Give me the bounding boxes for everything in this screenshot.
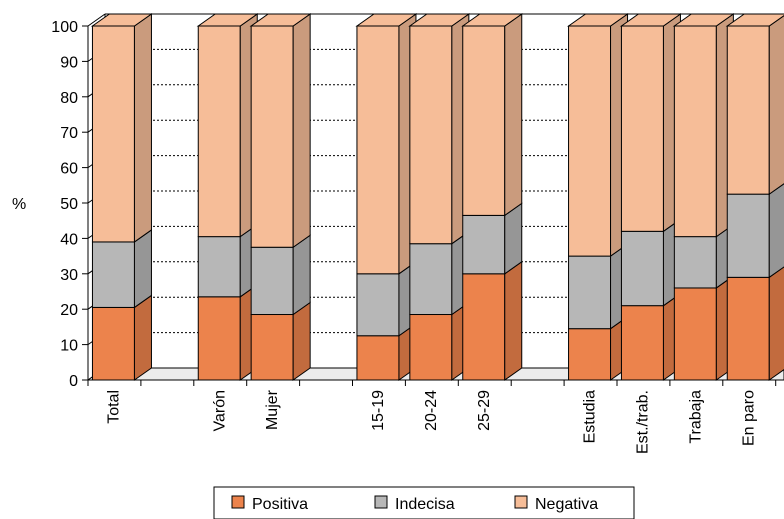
bar-side-mujer-indecisa (292, 234, 311, 316)
y-tick-label: 70 (60, 125, 78, 142)
x-tick-label-25-29: 25-29 (476, 390, 493, 431)
bar-side-mujer-negativa (292, 13, 311, 249)
x-tick-labels: Total Varón Mujer 15-19 20-24 25-29 Estudia Est… (105, 389, 757, 454)
legend-swatch-negativa (514, 495, 528, 509)
bar-15-19-negativa (356, 25, 400, 275)
y-tick-label: 50 (60, 196, 78, 213)
bar-top-mujer (249, 13, 312, 27)
x-tick-label-mujer: Mujer (264, 389, 281, 430)
x-tick-label-est-trab: Est./trab. (634, 390, 651, 454)
bars (90, 13, 784, 381)
bar-top-15-19 (355, 13, 418, 27)
y-tick-label: 10 (60, 338, 78, 355)
y-tick-label: 80 (60, 90, 78, 107)
x-tick-label-var-n: Varón (211, 390, 228, 432)
bar-top-est-trab (619, 13, 683, 27)
bar-estudia-indecisa (568, 255, 612, 330)
y-tick-label: 40 (60, 231, 78, 248)
bar-side-en-paro-negativa (768, 14, 784, 196)
x-tick-label-total: Total (105, 390, 122, 424)
bar-side-total-positiva (133, 294, 152, 381)
bar-top-20-24 (408, 13, 471, 27)
bar-top-estudia (566, 13, 630, 27)
legend: Positiva Indecisa Negativa (213, 486, 635, 519)
bar-var-n-negativa (197, 25, 241, 238)
bar-est-trab-positiva (620, 305, 664, 381)
bar-25-29-negativa (462, 25, 506, 216)
bar-en-paro-indecisa (726, 193, 770, 278)
bar-20-24-indecisa (409, 243, 453, 316)
bar-15-19-positiva (356, 335, 400, 381)
y-tick-label: 60 (60, 161, 78, 178)
bar-20-24-positiva (409, 314, 453, 381)
bar-trabaja-indecisa (673, 236, 717, 289)
bar-est-trab-indecisa (620, 230, 664, 307)
x-tick-label-trabaja: Trabaja (687, 390, 704, 444)
bar-25-29-positiva (462, 273, 506, 381)
bar-en-paro-positiva (726, 276, 770, 381)
bar-15-19-indecisa (356, 273, 400, 337)
bar-side-25-29-positiva (504, 260, 523, 381)
bar-top-25-29 (461, 13, 524, 27)
bar-trabaja-positiva (673, 287, 717, 381)
x-tick-label-estudia: Estudia (582, 390, 599, 443)
legend-swatch-positiva (231, 495, 245, 509)
legend-label-positiva: Positiva (252, 496, 308, 513)
bar-top-en-paro (725, 13, 784, 27)
bar-total-positiva (91, 306, 135, 381)
bar-25-29-indecisa (462, 214, 506, 275)
bar-side-25-29-negativa (504, 13, 523, 217)
bar-var-n-indecisa (197, 236, 241, 298)
y-tick-label: 90 (60, 54, 78, 71)
x-tick-label-en-paro: En paro (740, 390, 757, 446)
bar-estudia-negativa (568, 25, 612, 257)
y-tick-label: 0 (69, 373, 78, 390)
legend-box (213, 486, 635, 519)
bar-mujer-positiva (250, 314, 294, 381)
bar-var-n-positiva (197, 296, 241, 381)
x-tick-label-15-19: 15-19 (370, 390, 387, 431)
bar-total-negativa (91, 25, 135, 243)
bar-trabaja-negativa (673, 25, 717, 238)
bar-mujer-indecisa (250, 246, 294, 316)
bar-estudia-positiva (568, 328, 612, 381)
bar-total-indecisa (91, 241, 135, 308)
y-tick-label: 20 (60, 302, 78, 319)
legend-swatch-indecisa (374, 495, 388, 509)
bar-mujer-negativa (250, 25, 294, 248)
y-tick-label: 30 (60, 267, 78, 284)
bar-20-24-negativa (409, 25, 453, 245)
bar-top-total (90, 13, 154, 27)
bar-top-var-n (196, 13, 259, 27)
bar-est-trab-negativa (620, 25, 664, 232)
y-axis-label: % (12, 196, 26, 213)
x-tick-label-20-24: 20-24 (423, 390, 440, 431)
bar-side-en-paro-positiva (768, 266, 784, 381)
bar-en-paro-negativa (726, 25, 770, 195)
legend-label-indecisa: Indecisa (395, 496, 455, 513)
y-tick-label: 100 (51, 19, 78, 36)
bar-side-mujer-positiva (292, 301, 311, 381)
bar-side-total-negativa (133, 13, 152, 243)
bar-side-total-indecisa (133, 228, 152, 309)
bar-top-trabaja (672, 13, 735, 27)
bar-side-en-paro-indecisa (768, 183, 784, 279)
y-depth-tick (87, 13, 106, 27)
legend-label-negativa: Negativa (535, 496, 598, 513)
